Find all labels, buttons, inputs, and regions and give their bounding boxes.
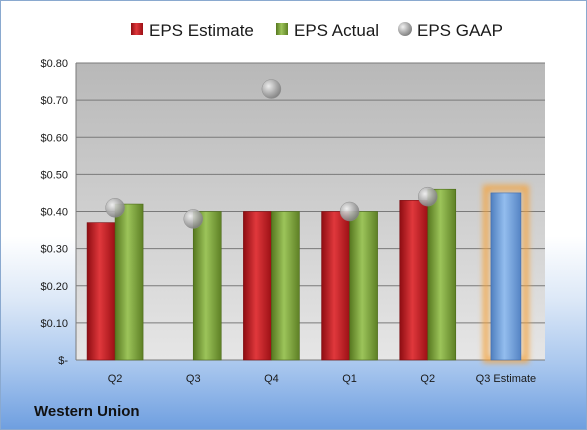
x-tick-label: Q3 <box>186 373 201 385</box>
bar-eps-estimate <box>399 200 429 361</box>
y-tick-label: $0.60 <box>40 132 68 144</box>
bar-q3-estimate <box>490 192 522 361</box>
x-tick-label: Q3 Estimate <box>476 373 537 385</box>
y-axis: $- $0.10 $0.20 $0.30 $0.40 $0.50 $0.60 $0.70 $0.… <box>40 58 77 367</box>
point-eps-gaap <box>183 209 203 229</box>
x-tick-label: Q2 <box>108 373 123 385</box>
legend-label-actual: EPS Actual <box>294 21 379 40</box>
gaap-points <box>105 79 438 229</box>
company-name: Western Union <box>34 403 140 420</box>
legend-swatch-estimate <box>131 23 143 35</box>
bar-eps-estimate <box>321 211 350 361</box>
legend-label-gaap: EPS GAAP <box>417 21 503 40</box>
point-eps-gaap <box>261 79 282 99</box>
x-tick-label: Q1 <box>342 373 357 385</box>
y-tick-label: $0.10 <box>40 318 68 330</box>
y-tick-label: $0.40 <box>40 207 68 219</box>
bar-eps-actual <box>427 188 457 361</box>
x-tick-label: Q2 <box>420 373 435 385</box>
y-tick-label: $- <box>58 355 68 367</box>
bar-eps-estimate <box>86 222 116 361</box>
x-axis: Q2 Q3 Q4 Q1 Q2 Q3 Estimate <box>108 373 536 385</box>
gridlines <box>76 62 545 361</box>
legend-label-estimate: EPS Estimate <box>149 21 254 40</box>
y-tick-label: $0.50 <box>40 169 68 181</box>
legend-swatch-gaap <box>398 22 412 36</box>
y-tick-label: $0.80 <box>40 58 68 70</box>
bar-eps-actual <box>192 211 222 361</box>
point-eps-gaap <box>339 201 360 222</box>
bar-eps-actual <box>271 211 300 361</box>
y-tick-label: $0.70 <box>40 95 68 107</box>
bar-eps-estimate <box>243 211 272 361</box>
y-tick-label: $0.30 <box>40 244 68 256</box>
point-eps-gaap <box>105 198 125 218</box>
bar-eps-actual <box>114 203 144 361</box>
bars <box>86 184 529 363</box>
bar-eps-actual <box>349 211 378 361</box>
legend: EPS Estimate EPS Actual EPS GAAP <box>131 21 503 40</box>
y-tick-label: $0.20 <box>40 281 68 293</box>
legend-swatch-actual <box>276 23 288 35</box>
point-eps-gaap <box>418 186 438 207</box>
x-tick-label: Q4 <box>264 373 279 385</box>
